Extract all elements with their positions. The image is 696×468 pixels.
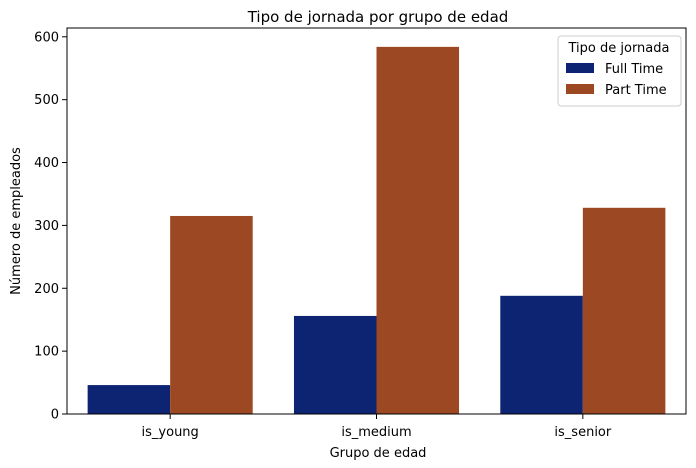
legend: Tipo de jornada Full Time Part Time	[557, 35, 682, 107]
bar-part-time-is-young	[170, 215, 253, 414]
x-tick-label: is_medium	[341, 425, 411, 440]
bar-part-time-is-medium	[376, 46, 460, 415]
legend-label-full-time: Full Time	[605, 62, 663, 77]
x-tick-label: is_young	[142, 425, 199, 440]
x-axis-ticks: is_young is_medium is_senior	[142, 414, 612, 440]
y-tick-label: 500	[34, 93, 59, 108]
legend-label-part-time: Part Time	[605, 83, 667, 98]
bar-full-time-is-young	[87, 385, 171, 414]
y-tick-label: 200	[34, 282, 59, 297]
chart-title: Tipo de jornada por grupo de edad	[247, 8, 509, 26]
y-tick-label: 0	[51, 408, 59, 423]
legend-title: Tipo de jornada	[568, 41, 670, 56]
y-tick-label: 100	[34, 345, 59, 360]
plot-frame	[66, 27, 687, 415]
bar-full-time-is-senior	[500, 295, 583, 414]
y-tick-label: 600	[34, 30, 59, 45]
legend-swatch-part-time	[566, 84, 594, 94]
bars-group	[87, 46, 666, 415]
bar-full-time-is-medium	[293, 315, 377, 414]
y-tick-label: 300	[34, 219, 59, 234]
y-axis-title: Número de empleados	[9, 147, 24, 295]
legend-swatch-full-time	[566, 63, 594, 73]
bar-part-time-is-senior	[582, 207, 666, 414]
y-axis-ticks: 0 100 200 300 400 500 600	[34, 30, 67, 423]
x-tick-label: is_senior	[554, 425, 611, 440]
x-axis-title: Grupo de edad	[330, 446, 427, 461]
y-tick-label: 400	[34, 156, 59, 171]
